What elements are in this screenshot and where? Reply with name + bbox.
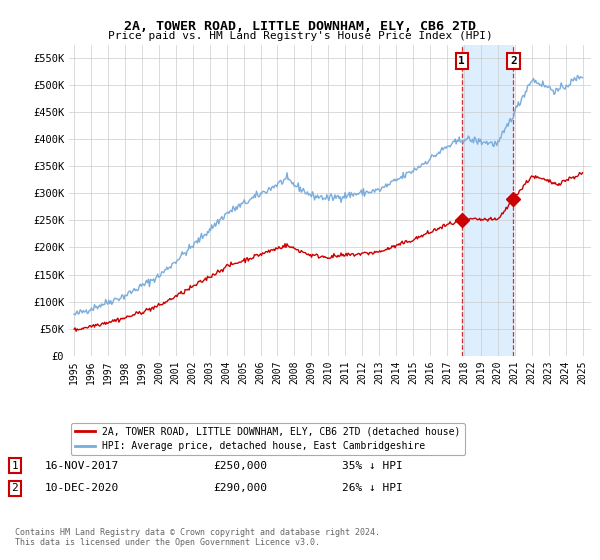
Text: Contains HM Land Registry data © Crown copyright and database right 2024.
This d: Contains HM Land Registry data © Crown c… — [15, 528, 380, 547]
Legend: 2A, TOWER ROAD, LITTLE DOWNHAM, ELY, CB6 2TD (detached house), HPI: Average pric: 2A, TOWER ROAD, LITTLE DOWNHAM, ELY, CB6… — [71, 423, 464, 455]
Text: 1: 1 — [11, 461, 19, 471]
Text: 10-DEC-2020: 10-DEC-2020 — [45, 483, 119, 493]
Text: 2A, TOWER ROAD, LITTLE DOWNHAM, ELY, CB6 2TD: 2A, TOWER ROAD, LITTLE DOWNHAM, ELY, CB6… — [124, 20, 476, 32]
Text: 16-NOV-2017: 16-NOV-2017 — [45, 461, 119, 471]
Text: 2: 2 — [11, 483, 19, 493]
Text: 35% ↓ HPI: 35% ↓ HPI — [342, 461, 403, 471]
Text: 26% ↓ HPI: 26% ↓ HPI — [342, 483, 403, 493]
Text: Price paid vs. HM Land Registry's House Price Index (HPI): Price paid vs. HM Land Registry's House … — [107, 31, 493, 41]
Text: £290,000: £290,000 — [213, 483, 267, 493]
Text: 2: 2 — [510, 56, 517, 66]
Text: 1: 1 — [458, 56, 465, 66]
Bar — [461, 45, 514, 356]
Text: £250,000: £250,000 — [213, 461, 267, 471]
